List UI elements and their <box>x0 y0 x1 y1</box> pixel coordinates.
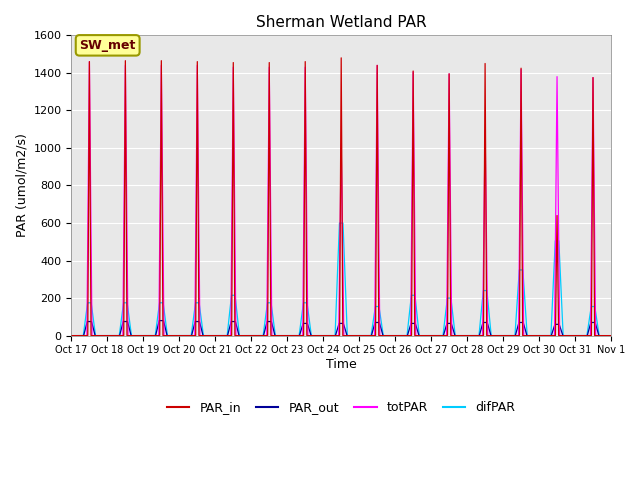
difPAR <box>607 333 614 338</box>
Line: difPAR: difPAR <box>72 223 611 336</box>
difPAR <box>164 333 172 338</box>
PAR_in <box>462 333 470 338</box>
Line: totPAR: totPAR <box>72 61 611 336</box>
Line: PAR_out: PAR_out <box>72 321 611 336</box>
totPAR <box>493 333 500 338</box>
PAR_in <box>337 55 345 61</box>
PAR_in <box>493 333 500 338</box>
difPAR <box>493 333 500 338</box>
difPAR <box>321 333 329 338</box>
difPAR <box>68 333 76 338</box>
totPAR <box>164 333 172 338</box>
PAR_in <box>164 333 172 338</box>
PAR_out <box>607 333 614 338</box>
difPAR <box>607 333 614 338</box>
difPAR <box>432 333 440 338</box>
PAR_in <box>68 333 76 338</box>
totPAR <box>462 333 470 338</box>
Text: SW_met: SW_met <box>79 39 136 52</box>
PAR_out <box>462 333 470 338</box>
difPAR <box>462 333 470 338</box>
PAR_out <box>493 333 500 338</box>
difPAR <box>335 220 343 226</box>
PAR_in <box>321 333 329 338</box>
Line: PAR_in: PAR_in <box>72 58 611 336</box>
PAR_in <box>607 333 614 338</box>
Legend: PAR_in, PAR_out, totPAR, difPAR: PAR_in, PAR_out, totPAR, difPAR <box>162 396 520 419</box>
PAR_out <box>432 333 440 338</box>
PAR_in <box>607 333 614 338</box>
totPAR <box>86 59 93 64</box>
totPAR <box>321 333 329 338</box>
PAR_in <box>432 333 440 338</box>
PAR_out <box>607 333 614 338</box>
Title: Sherman Wetland PAR: Sherman Wetland PAR <box>256 15 426 30</box>
totPAR <box>607 333 614 338</box>
PAR_out <box>68 333 76 338</box>
PAR_out <box>321 333 329 338</box>
X-axis label: Time: Time <box>326 358 356 371</box>
totPAR <box>432 333 440 338</box>
Y-axis label: PAR (umol/m2/s): PAR (umol/m2/s) <box>15 133 28 238</box>
totPAR <box>607 333 614 338</box>
PAR_out <box>164 333 172 338</box>
PAR_out <box>156 318 163 324</box>
totPAR <box>68 333 76 338</box>
